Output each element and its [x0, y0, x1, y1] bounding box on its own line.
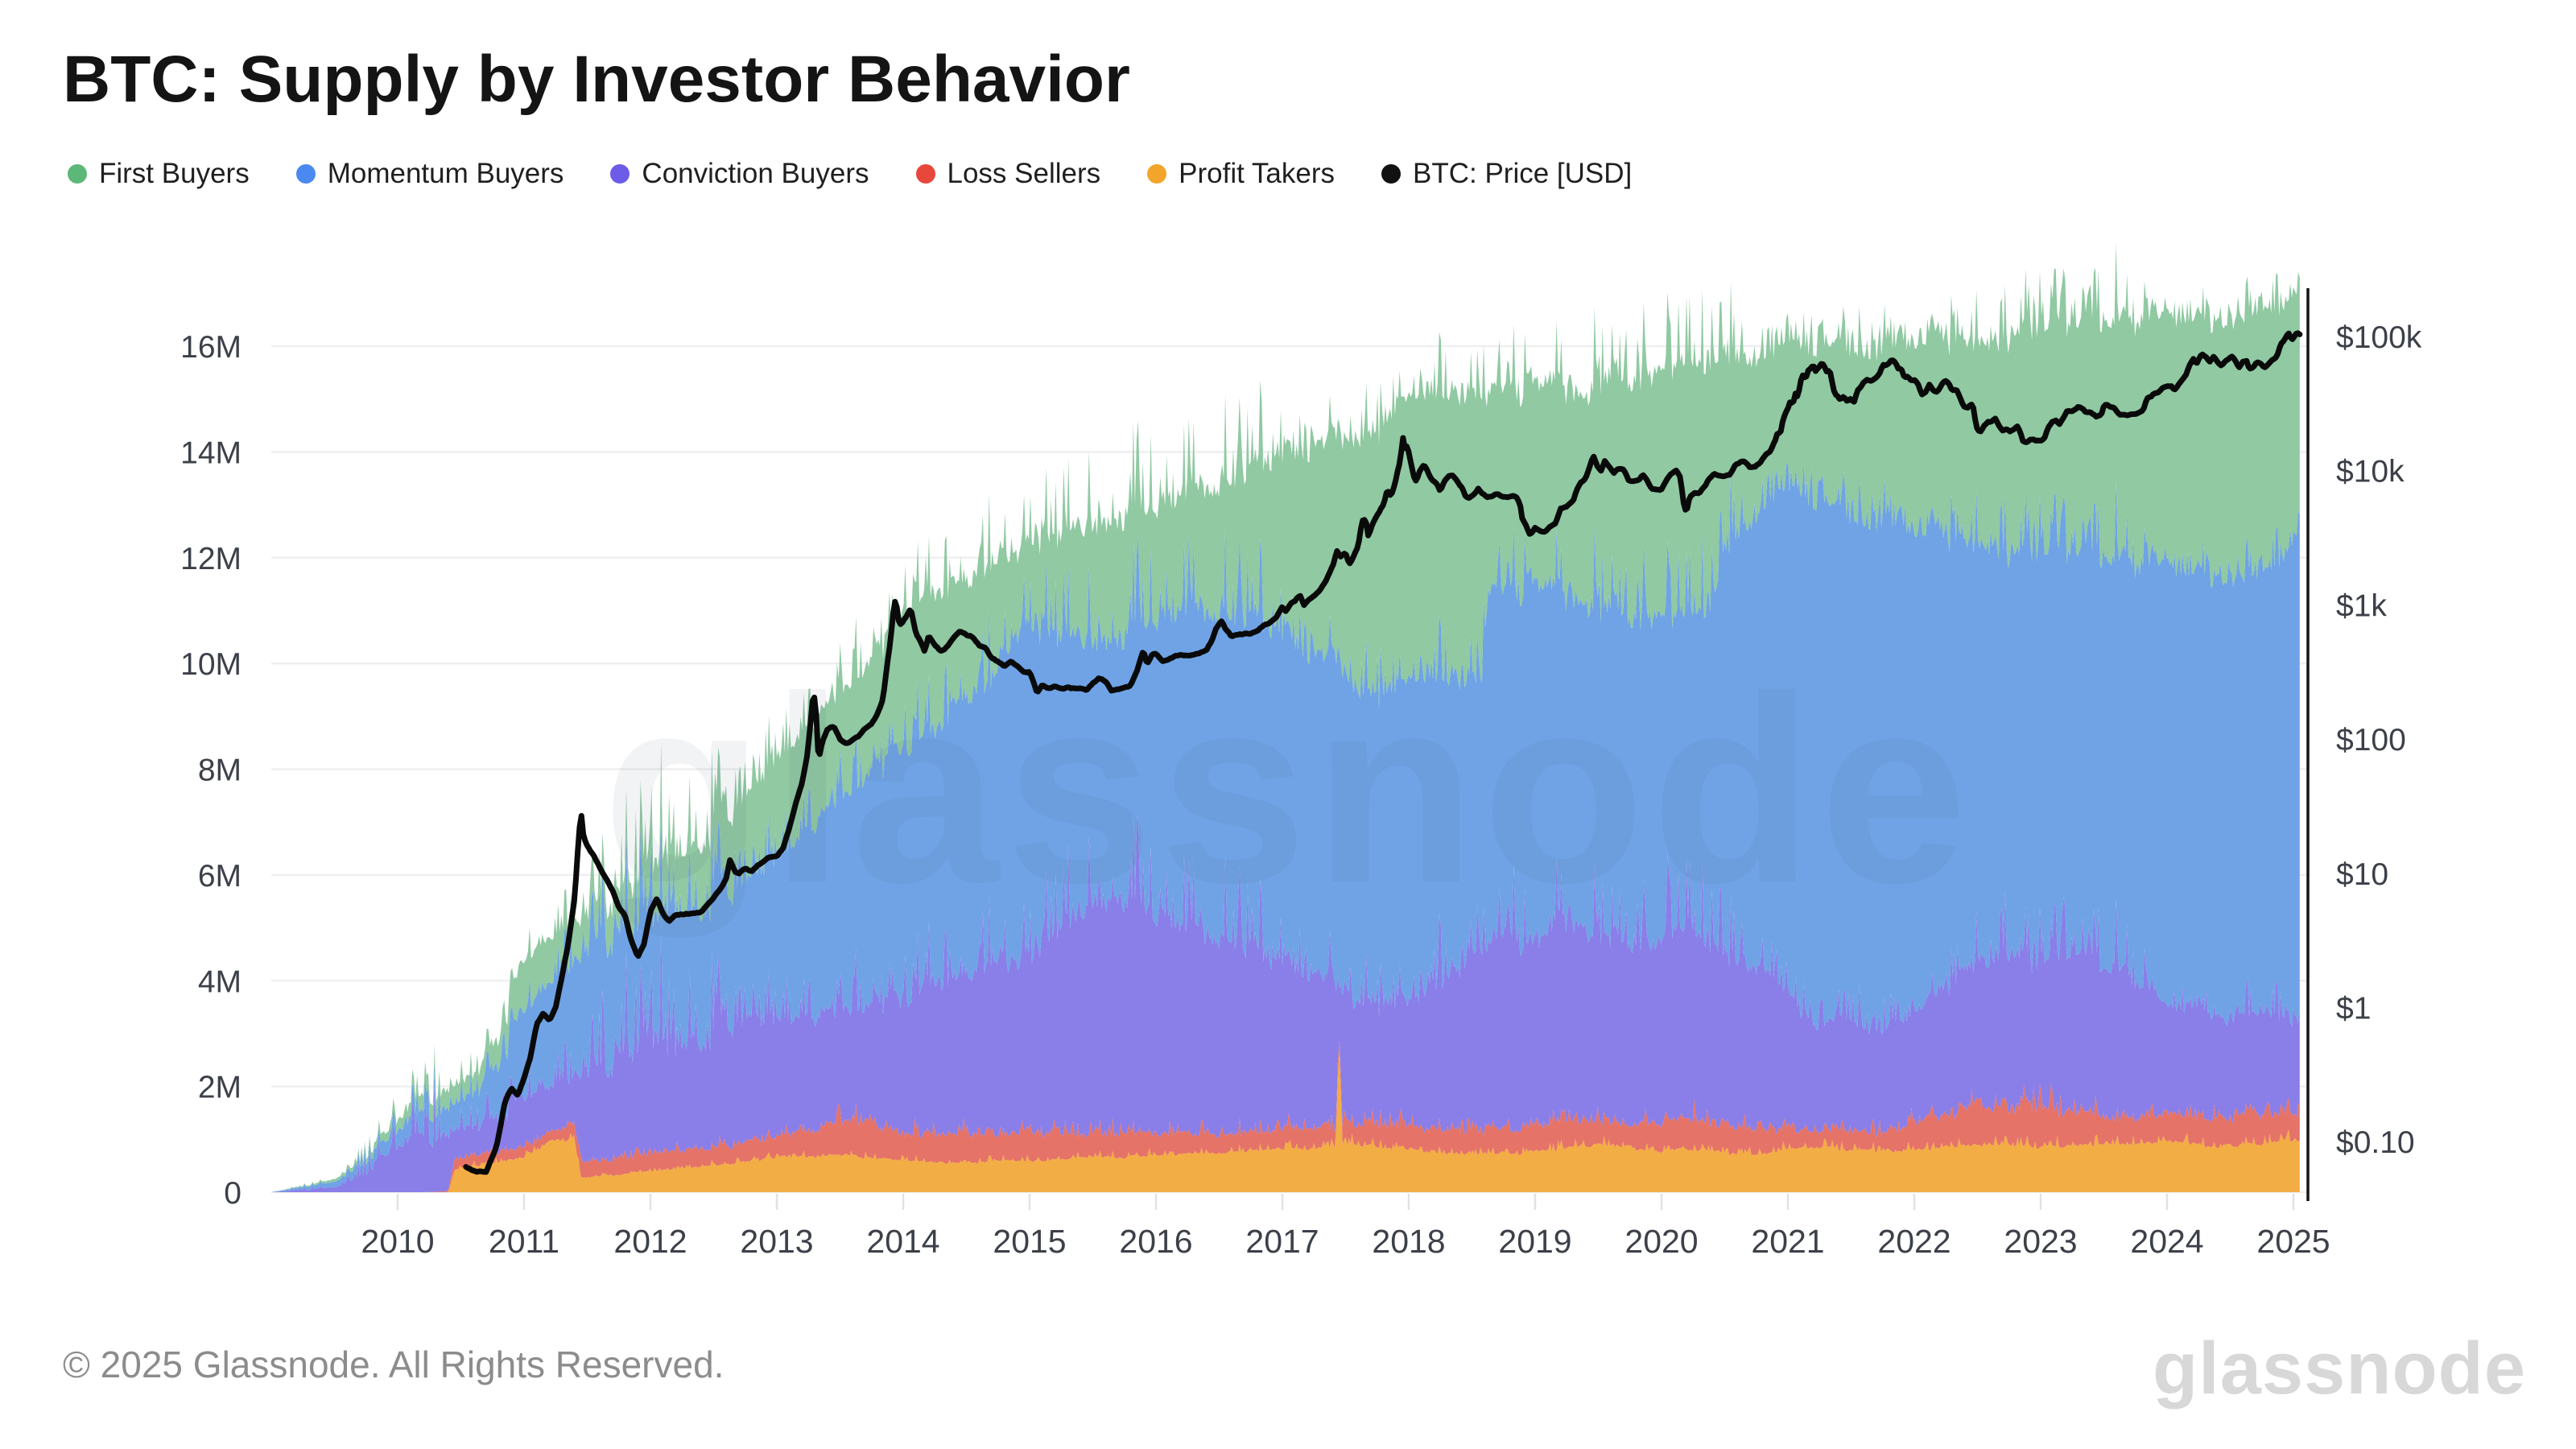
- y-axis-right-label: $10: [2336, 857, 2388, 892]
- y-axis-left-label: 10M: [180, 647, 242, 682]
- x-axis-label: 2015: [993, 1223, 1066, 1260]
- legend-item-btc-price-usd[interactable]: BTC: Price [USD]: [1381, 158, 1632, 190]
- legend-dot-icon: [68, 164, 87, 184]
- legend-item-loss-sellers[interactable]: Loss Sellers: [915, 158, 1101, 190]
- legend: First Buyers Momentum Buyers Conviction Bu…: [68, 158, 1632, 190]
- area-first-buyers: [271, 242, 2300, 1193]
- legend-item-profit-takers[interactable]: Profit Takers: [1147, 158, 1335, 190]
- area-conviction-buyers: [271, 814, 2300, 1192]
- area-momentum-buyers: [271, 460, 2300, 1192]
- y-axis-right-label: $100k: [2336, 320, 2422, 355]
- legend-dot-icon: [1381, 164, 1402, 184]
- legend-label: BTC: Price [USD]: [1413, 158, 1633, 189]
- legend-label: Profit Takers: [1179, 158, 1335, 189]
- x-axis-label: 2014: [866, 1223, 939, 1260]
- watermark-text: glassnode: [602, 641, 1974, 939]
- brand-logo: glassnode: [2152, 1327, 2526, 1410]
- area-loss-sellers: [271, 1040, 2300, 1192]
- y-axis-left-label: 16M: [180, 330, 242, 365]
- x-axis-label: 2024: [2130, 1223, 2203, 1260]
- legend-label: Momentum Buyers: [327, 158, 564, 189]
- legend-item-first-buyers[interactable]: First Buyers: [68, 158, 250, 190]
- x-axis-label: 2022: [1877, 1223, 1951, 1260]
- copyright-text: © 2025 Glassnode. All Rights Reserved.: [63, 1344, 724, 1385]
- legend-label: First Buyers: [99, 158, 250, 189]
- legend-label: Loss Sellers: [947, 158, 1101, 189]
- x-axis-label: 2016: [1119, 1223, 1192, 1260]
- x-axis-label: 2017: [1245, 1223, 1319, 1260]
- x-axis-label: 2011: [489, 1223, 559, 1260]
- x-axis-label: 2013: [740, 1223, 813, 1260]
- x-axis-label: 2019: [1498, 1223, 1571, 1260]
- legend-item-conviction-buyers[interactable]: Conviction Buyers: [610, 158, 869, 190]
- y-axis-left-label: 14M: [180, 436, 242, 470]
- x-axis-label: 2010: [361, 1223, 434, 1260]
- legend-dot-icon: [1147, 164, 1167, 184]
- y-axis-left-label: 6M: [198, 859, 242, 894]
- legend-item-momentum-buyers[interactable]: Momentum Buyers: [295, 158, 564, 190]
- y-axis-left-label: 4M: [198, 964, 242, 999]
- y-axis-right-label: $10k: [2336, 455, 2405, 489]
- y-axis-left-label: 12M: [180, 542, 242, 576]
- page-title: BTC: Supply by Investor Behavior: [63, 43, 1130, 116]
- y-axis-right-label: $1k: [2336, 588, 2387, 623]
- y-axis-right-label: $1: [2336, 992, 2371, 1026]
- y-axis-left-label: 2M: [198, 1071, 242, 1105]
- y-axis-right-label: $0.10: [2336, 1125, 2415, 1160]
- price-line: [463, 330, 2303, 1175]
- y-axis-right-label: $100: [2336, 723, 2406, 758]
- x-axis-label: 2023: [2004, 1223, 2077, 1260]
- legend-dot-icon: [610, 164, 630, 184]
- y-axis-left-label: 8M: [198, 753, 242, 788]
- x-axis-label: 2025: [2256, 1223, 2330, 1260]
- x-axis-label: 2012: [613, 1223, 687, 1260]
- area-profit-takers: [271, 1050, 2300, 1192]
- legend-dot-icon: [295, 164, 316, 184]
- x-axis-label: 2021: [1751, 1223, 1824, 1260]
- x-axis-label: 2020: [1624, 1223, 1698, 1260]
- x-axis-label: 2018: [1372, 1223, 1445, 1260]
- legend-label: Conviction Buyers: [642, 158, 869, 189]
- y-axis-left-label: 0: [224, 1176, 242, 1211]
- legend-dot-icon: [915, 164, 935, 184]
